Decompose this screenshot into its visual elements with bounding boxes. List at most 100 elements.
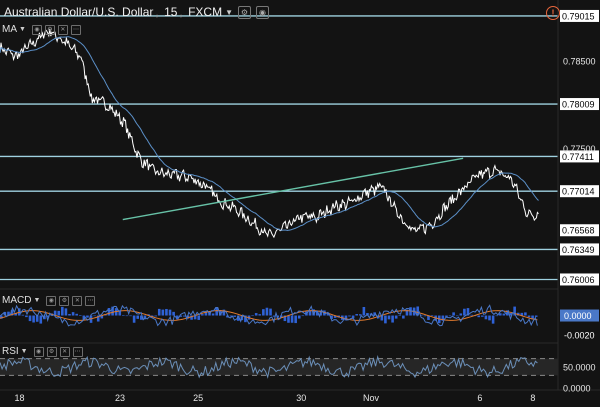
ma-settings-icon[interactable]: ⚙ xyxy=(44,24,55,35)
macd-histogram-bar xyxy=(301,315,305,317)
macd-histogram-bar xyxy=(272,315,276,317)
macd-histogram-bar xyxy=(96,315,100,322)
macd-histogram-bar xyxy=(172,311,175,316)
macd-histogram-bar xyxy=(211,313,215,316)
macd-histogram-bar xyxy=(136,315,140,319)
ma-label: MA xyxy=(2,24,17,35)
macd-histogram-bar xyxy=(125,315,129,317)
macd-histogram-bar xyxy=(10,310,14,316)
macd-histogram-bar xyxy=(358,314,362,316)
interval-label[interactable]: 15 xyxy=(164,5,178,19)
macd-indicator-header[interactable]: MACD ▼ ◉ ⚙ ✕ ⋯ xyxy=(2,295,96,306)
macd-histogram-bar xyxy=(315,310,319,316)
price-tick-label-1: 0.77500 xyxy=(563,144,596,154)
rsi-visibility-icon[interactable]: ◉ xyxy=(33,346,44,357)
rsi-pane[interactable] xyxy=(0,355,558,379)
price-line[interactable] xyxy=(0,28,539,239)
macd-histogram-bar xyxy=(484,315,488,320)
macd-histogram-bar xyxy=(122,315,125,316)
macd-histogram-bar xyxy=(140,315,143,320)
rsi-more-icon[interactable]: ⋯ xyxy=(72,346,83,357)
ma-indicator-header[interactable]: MA ▼ ◉ ⚙ ✕ ⋯ xyxy=(2,24,81,35)
macd-settings-icon[interactable]: ⚙ xyxy=(59,295,70,306)
moving-average-line[interactable] xyxy=(0,36,539,232)
macd-histogram-bar xyxy=(470,314,473,316)
macd-histogram-bar xyxy=(165,308,168,316)
rsi-menu-caret-icon[interactable]: ▼ xyxy=(20,348,28,355)
macd-histogram-bar xyxy=(71,312,75,316)
macd-tick-label-0: 0.0000 xyxy=(564,311,592,321)
macd-histogram-bar xyxy=(466,308,470,316)
time-tick-label-0: 18 xyxy=(15,393,25,403)
rsi-label: RSI xyxy=(2,346,19,357)
price-pane[interactable] xyxy=(0,15,558,281)
macd-histogram-bar xyxy=(118,310,122,316)
macd-histogram-bar xyxy=(204,312,208,316)
macd-histogram-bar xyxy=(333,315,337,318)
time-tick-label-4: Nov xyxy=(363,393,380,403)
time-tick-label-2: 25 xyxy=(193,393,203,403)
macd-histogram-bar xyxy=(57,310,61,316)
macd-histogram-bar xyxy=(215,307,218,316)
macd-tick-label-1: -0.0020 xyxy=(564,331,595,341)
macd-histogram-bar xyxy=(28,315,32,322)
ma-close-icon[interactable]: ✕ xyxy=(57,24,68,35)
macd-histogram-bar xyxy=(524,312,527,316)
symbol-menu-caret-icon[interactable]: ▼ xyxy=(225,7,234,17)
macd-histogram-bar xyxy=(430,315,434,316)
macd-histogram-bar xyxy=(405,309,409,316)
macd-histogram-bar xyxy=(226,315,229,318)
macd-histogram-bar xyxy=(488,315,491,321)
macd-histogram-bar xyxy=(276,315,280,318)
rsi-settings-icon[interactable]: ⚙ xyxy=(46,346,57,357)
macd-histogram-bar xyxy=(78,315,82,316)
alert-icon[interactable]: ! xyxy=(546,6,560,20)
macd-histogram-bar xyxy=(312,309,315,316)
macd-histogram-bar xyxy=(86,315,89,318)
source-label: FXCM xyxy=(188,5,223,19)
macd-histogram-bar xyxy=(294,315,297,324)
macd-histogram-bar xyxy=(0,315,3,319)
macd-label: MACD xyxy=(2,295,32,306)
hide-eye-icon[interactable]: ◉ xyxy=(256,5,270,19)
ma-more-icon[interactable]: ⋯ xyxy=(70,24,81,35)
macd-histogram-bar xyxy=(481,315,484,317)
macd-histogram-bar xyxy=(25,315,28,318)
rsi-indicator-header[interactable]: RSI ▼ ◉ ⚙ ✕ ⋯ xyxy=(2,346,83,357)
macd-histogram-bar xyxy=(452,312,455,316)
level-label-1: 0.78009 xyxy=(562,100,595,110)
macd-histogram-bar xyxy=(53,310,57,316)
macd-histogram-bar xyxy=(157,308,161,316)
macd-histogram-bar xyxy=(455,315,459,317)
macd-histogram-bar xyxy=(251,315,254,317)
macd-line[interactable] xyxy=(0,304,538,327)
settings-gear-icon[interactable]: ⚙ xyxy=(238,5,252,19)
macd-histogram-bar xyxy=(491,315,495,324)
macd-histogram-bar xyxy=(355,314,358,316)
macd-histogram-bar xyxy=(7,311,10,316)
macd-histogram-bar xyxy=(477,315,481,318)
macd-histogram-bar xyxy=(193,315,197,320)
ma-menu-caret-icon[interactable]: ▼ xyxy=(19,26,26,33)
macd-menu-caret-icon[interactable]: ▼ xyxy=(33,297,41,304)
time-tick-label-6: 8 xyxy=(530,393,535,403)
trendline[interactable] xyxy=(122,157,464,221)
macd-histogram-bar xyxy=(398,315,402,316)
macd-histogram-bar xyxy=(287,315,290,323)
macd-histogram-bar xyxy=(441,315,445,321)
macd-close-icon[interactable]: ✕ xyxy=(72,295,83,306)
macd-more-icon[interactable]: ⋯ xyxy=(85,295,96,306)
macd-histogram-bar xyxy=(222,309,226,316)
macd-histogram-bar xyxy=(420,314,423,316)
macd-visibility-icon[interactable]: ◉ xyxy=(46,295,57,306)
rsi-tick-label-0: 50.0000 xyxy=(563,363,596,373)
macd-histogram-bar xyxy=(384,315,387,324)
ma-visibility-icon[interactable]: ◉ xyxy=(31,24,42,35)
macd-pane[interactable] xyxy=(0,304,538,327)
rsi-close-icon[interactable]: ✕ xyxy=(59,346,70,357)
axis-layer: 0.79015 0.78009 0.77411 0.77014 0.76349 0.760… xyxy=(15,9,599,403)
level-label-3-bg xyxy=(560,185,599,198)
rsi-line[interactable] xyxy=(0,355,538,379)
macd-histogram-bar xyxy=(100,315,104,319)
level-label-4: 0.76349 xyxy=(562,245,595,255)
